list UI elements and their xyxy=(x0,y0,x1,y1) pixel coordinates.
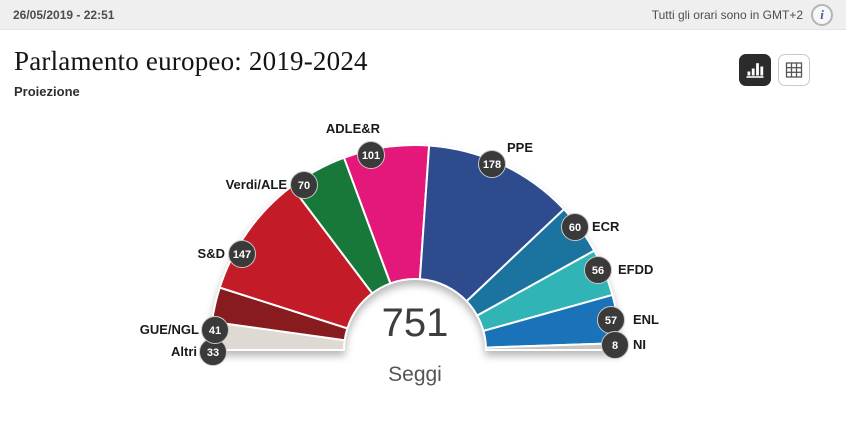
group-label: Verdi/ALE xyxy=(226,177,288,192)
topbar: 26/05/2019 - 22:51 Tutti gli orari sono … xyxy=(0,0,846,30)
timezone-area: Tutti gli orari sono in GMT+2 i xyxy=(651,3,833,26)
seat-wedges xyxy=(208,144,622,351)
table-view-button[interactable] xyxy=(778,54,810,86)
page-title: Parlamento europeo: 2019-2024 xyxy=(14,46,368,76)
group-label: Altri xyxy=(171,344,197,359)
info-icon[interactable]: i xyxy=(811,3,833,26)
total-seats-value: 751 xyxy=(382,301,449,345)
group-label: ENL xyxy=(633,312,659,327)
header: Parlamento europeo: 2019-2024 Proiezione xyxy=(0,30,846,99)
chart-view-button[interactable] xyxy=(739,54,771,86)
view-toggle xyxy=(739,54,810,86)
table-grid-icon xyxy=(785,62,803,78)
group-label: PPE xyxy=(507,140,533,155)
bar-chart-icon xyxy=(746,63,764,78)
timezone-note: Tutti gli orari sono in GMT+2 xyxy=(651,7,803,22)
wedge-ppe[interactable] xyxy=(418,144,566,303)
group-label: S&D xyxy=(198,246,225,261)
datetime-text: 26/05/2019 - 22:51 xyxy=(13,7,115,22)
group-label: ECR xyxy=(592,219,620,234)
group-label: ADLE&R xyxy=(326,121,381,136)
group-label: GUE/NGL xyxy=(140,322,199,337)
seats-label: Seggi xyxy=(388,363,442,386)
group-label: EFDD xyxy=(618,262,653,277)
group-label: NI xyxy=(633,337,646,352)
page-subtitle: Proiezione xyxy=(14,84,80,99)
